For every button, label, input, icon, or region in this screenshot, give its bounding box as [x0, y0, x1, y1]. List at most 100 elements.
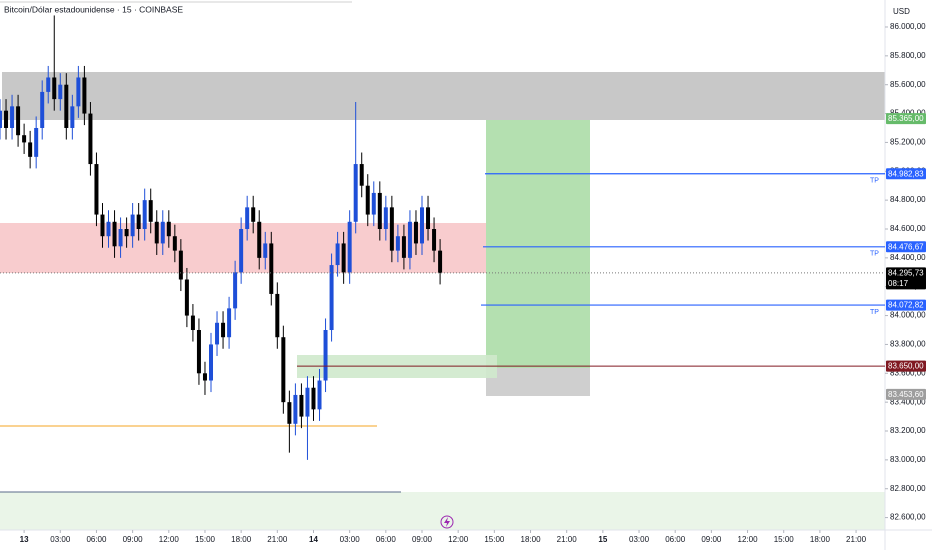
candle-body: [438, 251, 442, 273]
candle-body: [275, 294, 279, 337]
x-tick-label: 13: [20, 535, 29, 544]
candle-body: [100, 215, 104, 237]
price-tag-label: 84.982,83: [888, 169, 924, 178]
y-tick-label: 83.000,00: [890, 455, 926, 464]
y-tick-label: 83.200,00: [890, 426, 926, 435]
candle-body: [311, 388, 315, 410]
x-tick-label: 03:00: [629, 535, 650, 544]
candle-body: [263, 243, 267, 257]
x-tick-label: 09:00: [701, 535, 722, 544]
candle-body: [215, 323, 219, 345]
candle-body: [143, 200, 147, 229]
candle-body: [348, 222, 352, 273]
x-tick-label: 15: [598, 535, 607, 544]
candle-body: [420, 207, 424, 243]
candle-body: [191, 316, 195, 330]
candle-body: [330, 265, 334, 330]
price-tag-label: 84.072,82: [888, 301, 924, 310]
chart-title: Bitcoin/Dólar estadounidense · 15 · COIN…: [4, 4, 183, 14]
candle-body: [384, 207, 388, 229]
chart: Bitcoin/Dólar estadounidense · 15 · COIN…: [0, 0, 932, 550]
candle-body: [125, 229, 129, 236]
x-tick-label: 06:00: [86, 535, 107, 544]
candle-body: [209, 344, 213, 380]
y-tick-label: 84.400,00: [890, 253, 926, 262]
x-tick-label: 06:00: [376, 535, 397, 544]
candle-body: [137, 215, 141, 229]
x-tick-label: 15:00: [195, 535, 216, 544]
candle-body: [396, 236, 400, 250]
candle-body: [46, 77, 50, 91]
candle-body: [119, 229, 123, 246]
candle-body: [203, 373, 207, 380]
x-tick-label: 15:00: [774, 535, 795, 544]
price-countdown: 08:17: [888, 279, 909, 288]
candle-body: [70, 106, 74, 128]
x-tick-label: 14: [309, 535, 318, 544]
candle-body: [149, 200, 153, 222]
candle-body: [245, 207, 249, 229]
candle-body: [336, 243, 340, 265]
bottom-zone: [0, 492, 885, 530]
candle-body: [269, 243, 273, 294]
price-tag-label: 83.650,00: [888, 362, 924, 371]
x-tick-label: 21:00: [846, 535, 867, 544]
candle-body: [239, 229, 243, 272]
candle-body: [281, 337, 285, 402]
tp-marker: TP: [870, 309, 879, 316]
candle-body: [22, 135, 26, 142]
currency: USD: [893, 7, 910, 16]
y-tick-label: 84.800,00: [890, 195, 926, 204]
candle-body: [131, 215, 135, 237]
candle-body: [155, 222, 159, 244]
candle-body: [34, 128, 38, 157]
y-tick-label: 86.000,00: [890, 22, 926, 31]
candle-body: [94, 164, 98, 215]
candle-body: [0, 111, 2, 128]
x-tick-label: 21:00: [267, 535, 288, 544]
candle-body: [52, 77, 56, 99]
candle-body: [408, 222, 412, 258]
candle-body: [360, 164, 364, 186]
x-tick-label: 18:00: [810, 535, 831, 544]
candle-body: [414, 222, 418, 244]
candle-body: [173, 236, 177, 250]
candle-body: [179, 251, 183, 280]
x-tick-label: 09:00: [412, 535, 433, 544]
candle-body: [82, 77, 86, 113]
candle-body: [342, 243, 346, 272]
candle-body: [305, 388, 309, 417]
candle-body: [76, 77, 80, 106]
y-tick-label: 82.600,00: [890, 513, 926, 522]
candle-body: [221, 323, 225, 337]
x-tick-label: 18:00: [231, 535, 252, 544]
x-tick-label: 12:00: [159, 535, 180, 544]
candle-body: [185, 280, 189, 316]
tp-marker: TP: [870, 251, 879, 258]
y-tick-label: 84.600,00: [890, 224, 926, 233]
candle-body: [10, 106, 14, 128]
x-tick-label: 12:00: [448, 535, 469, 544]
candle-body: [299, 395, 303, 417]
x-tick-label: 03:00: [50, 535, 71, 544]
candle-body: [167, 222, 171, 236]
candle-body: [257, 222, 261, 258]
x-tick-label: 18:00: [521, 535, 542, 544]
x-tick-label: 15:00: [484, 535, 505, 544]
candle-body: [4, 111, 8, 128]
candle-body: [113, 222, 117, 247]
candle-body: [426, 207, 430, 229]
candle-body: [378, 193, 382, 229]
candle-body: [64, 85, 68, 128]
y-tick-label: 83.800,00: [890, 340, 926, 349]
y-tick-label: 85.800,00: [890, 51, 926, 60]
candle-body: [324, 330, 328, 381]
price-tag-label: 84.476,67: [888, 242, 924, 251]
candle-body: [366, 186, 370, 215]
x-tick-label: 12:00: [738, 535, 759, 544]
y-tick-label: 85.600,00: [890, 80, 926, 89]
candle-body: [251, 207, 255, 221]
target-zone: [486, 120, 590, 368]
candle-body: [88, 114, 92, 165]
x-tick-label: 21:00: [557, 535, 578, 544]
